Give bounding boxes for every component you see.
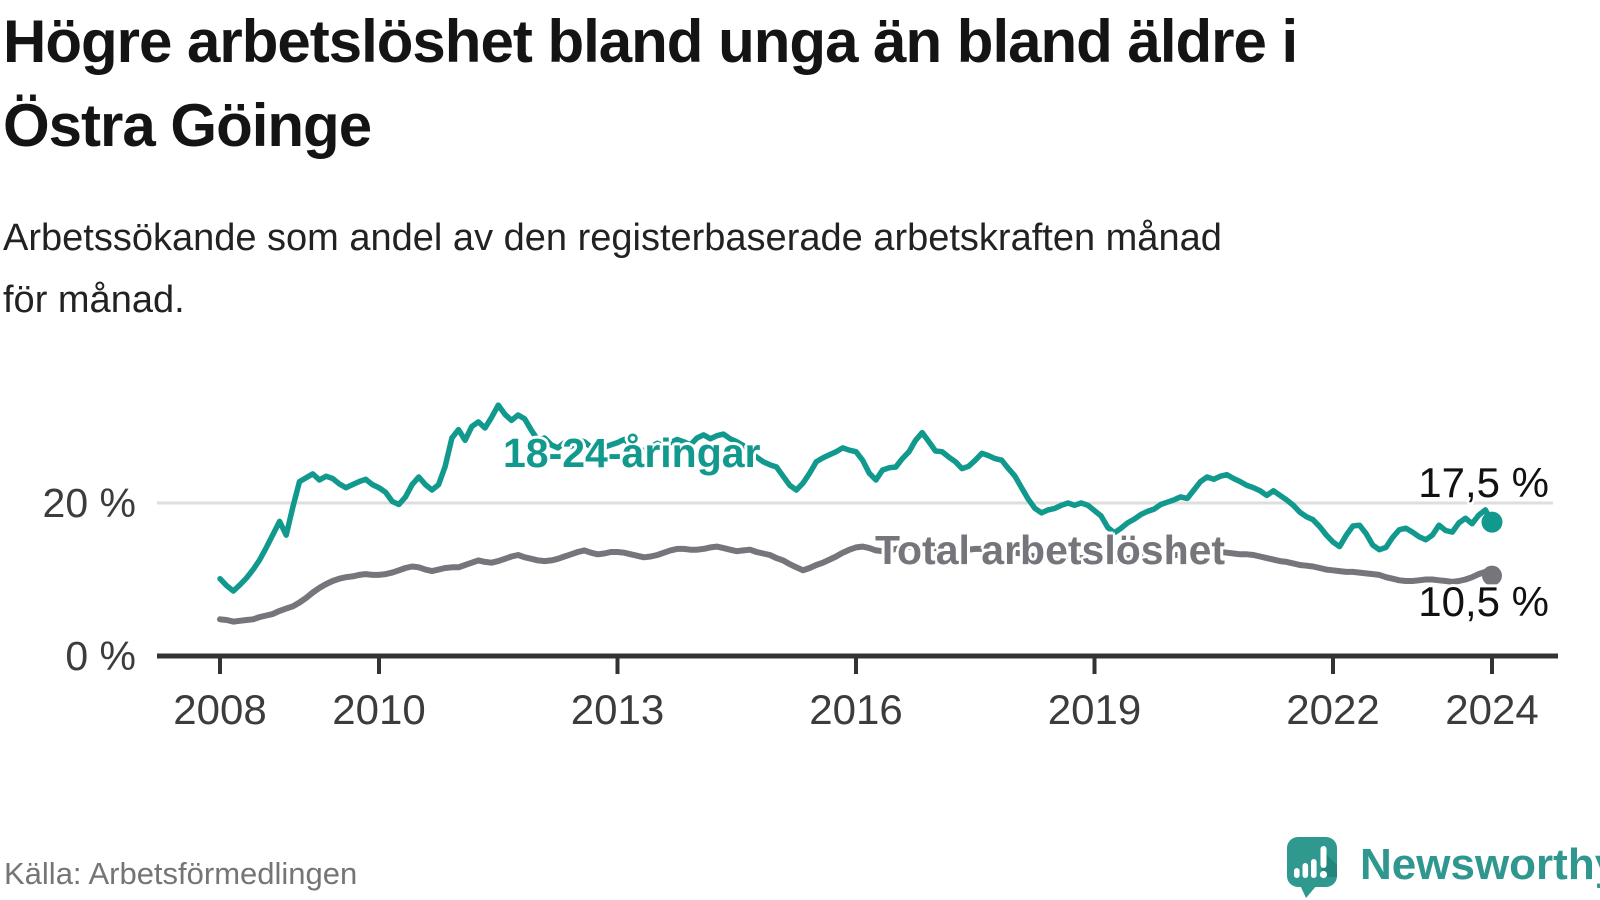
x-tick-label: 2013	[570, 686, 665, 733]
chart-subtitle: Arbetssökande som andel av den registerb…	[3, 207, 1222, 331]
chart-title-line2: Östra Göinge	[3, 92, 372, 159]
chart-title: Högre arbetslöshet bland unga än bland ä…	[3, 0, 1298, 168]
end-value-label-total: 10,5 %	[1418, 578, 1549, 625]
chart-subtitle-line1: Arbetssökande som andel av den registerb…	[3, 217, 1222, 259]
newsworthy-icon	[1287, 837, 1337, 898]
series-line-youth	[217, 402, 1495, 594]
y-tick-label: 20 %	[42, 480, 136, 526]
newsworthy-logo: Newsworthy	[1286, 836, 1600, 899]
x-tick-label: 2022	[1286, 686, 1380, 733]
series-label-youth: 18-24-åringar	[503, 430, 761, 476]
end-dot-youth	[1481, 511, 1503, 533]
end-dot-total	[1482, 565, 1502, 586]
y-tick-label: 0 %	[65, 633, 136, 679]
x-tick-label: 2019	[1047, 686, 1142, 733]
x-tick-label: 2024	[1445, 686, 1539, 733]
x-tick-label: 2008	[173, 686, 267, 733]
x-tick-label: 2010	[332, 686, 426, 733]
newsworthy-wordmark: Newsworthy	[1360, 840, 1600, 889]
end-value-label-youth: 17,5 %	[1418, 459, 1549, 506]
series-label-total: Total arbetslöshet	[875, 527, 1226, 573]
x-tick-label: 2016	[809, 686, 903, 733]
series-line-total	[217, 542, 1495, 625]
source-note: Källa: Arbetsförmedlingen	[4, 856, 358, 891]
chart-title-line1: Högre arbetslöshet bland unga än bland ä…	[3, 8, 1298, 75]
chart-subtitle-line2: för månad.	[3, 279, 185, 321]
